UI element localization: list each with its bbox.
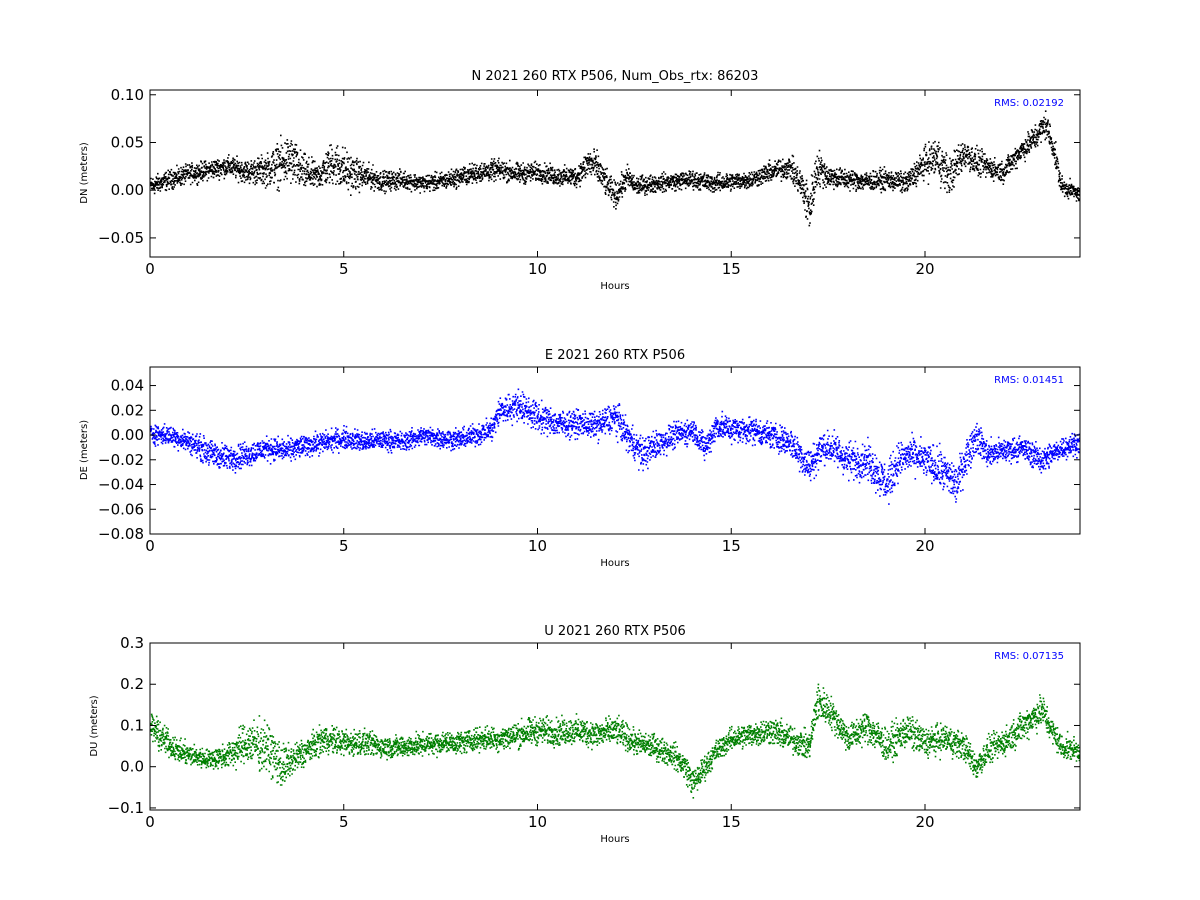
y-axis-label: DU (meters) bbox=[89, 695, 100, 756]
x-tick-label: 5 bbox=[339, 537, 349, 555]
y-tick-label: −0.06 bbox=[98, 500, 144, 518]
x-axis-label: Hours bbox=[600, 281, 629, 292]
plot-area bbox=[150, 388, 1080, 505]
y-tick-label: 0.02 bbox=[111, 401, 144, 419]
x-tick-label: 20 bbox=[915, 537, 934, 555]
y-tick-label: 0.2 bbox=[120, 675, 144, 693]
x-tick-label: 20 bbox=[915, 260, 934, 278]
rms-label: RMS: 0.07135 bbox=[994, 651, 1064, 662]
chart-title: E 2021 260 RTX P506 bbox=[545, 348, 685, 363]
x-tick-label: 0 bbox=[145, 813, 155, 831]
panel-up: U 2021 260 RTX P506 Hours DU (meters) 0 5… bbox=[89, 624, 1081, 845]
y-tick-label: 0.00 bbox=[111, 181, 144, 199]
axes-frame bbox=[149, 89, 1081, 258]
chart-title: U 2021 260 RTX P506 bbox=[544, 624, 686, 639]
y-tick-label: −0.1 bbox=[108, 799, 144, 817]
y-axis-label: DE (meters) bbox=[79, 420, 90, 480]
y-tick-label: 0.04 bbox=[111, 377, 144, 395]
x-tick-label: 10 bbox=[528, 260, 547, 278]
y-tick-label: 0.05 bbox=[111, 133, 144, 151]
x-axis-label: Hours bbox=[600, 834, 629, 845]
plot-area bbox=[150, 683, 1080, 799]
axes-frame bbox=[149, 366, 1081, 535]
y-axis-label: DN (meters) bbox=[79, 142, 90, 204]
y-tick-label: −0.04 bbox=[98, 476, 144, 494]
x-tick-label: 15 bbox=[722, 813, 741, 831]
y-tick-label: −0.05 bbox=[98, 229, 144, 247]
y-tick-label: 0.1 bbox=[120, 716, 144, 734]
x-tick-label: 15 bbox=[722, 260, 741, 278]
y-tick-label: 0.10 bbox=[111, 86, 144, 104]
x-tick-label: 5 bbox=[339, 260, 349, 278]
x-tick-label: 15 bbox=[722, 537, 741, 555]
axes-frame bbox=[149, 642, 1081, 811]
rms-label: RMS: 0.01451 bbox=[994, 375, 1064, 386]
x-axis-label: Hours bbox=[600, 558, 629, 569]
y-tick-label: −0.02 bbox=[98, 451, 144, 469]
x-tick-label: 5 bbox=[339, 813, 349, 831]
plot-area bbox=[150, 110, 1080, 227]
y-tick-label: 0.3 bbox=[120, 634, 144, 652]
x-tick-label: 10 bbox=[528, 813, 547, 831]
x-tick-label: 20 bbox=[915, 813, 934, 831]
x-tick-label: 0 bbox=[145, 260, 155, 278]
y-tick-label: −0.08 bbox=[98, 525, 144, 543]
rms-label: RMS: 0.02192 bbox=[994, 98, 1064, 109]
data-points bbox=[150, 110, 1080, 227]
x-tick-label: 0 bbox=[145, 537, 155, 555]
x-tick-label: 10 bbox=[528, 537, 547, 555]
data-points bbox=[150, 683, 1080, 799]
panel-north: N 2021 260 RTX P506, Num_Obs_rtx: 86203 … bbox=[79, 69, 1081, 292]
panel-east: E 2021 260 RTX P506 Hours DE (meters) 0 5… bbox=[79, 348, 1081, 569]
y-tick-label: 0.0 bbox=[120, 758, 144, 776]
data-points bbox=[150, 388, 1080, 505]
y-tick-label: 0.00 bbox=[111, 426, 144, 444]
chart-title: N 2021 260 RTX P506, Num_Obs_rtx: 86203 bbox=[472, 69, 759, 84]
